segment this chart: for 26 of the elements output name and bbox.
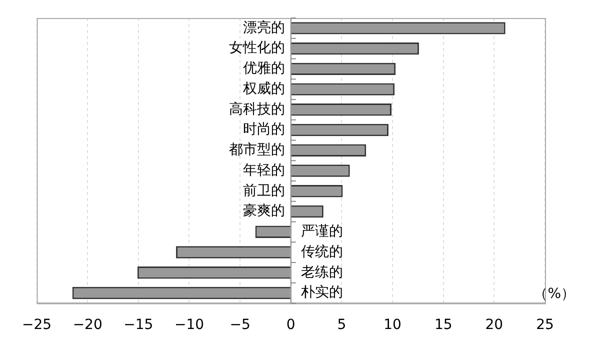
y-tick-label: 严谨的: [300, 224, 343, 240]
x-tick-label: 15: [434, 317, 452, 334]
y-tick-label: 漂亮的: [242, 20, 285, 36]
x-tick-label: −15: [124, 317, 154, 334]
y-tick-label: 传统的: [300, 244, 343, 260]
x-tick-label: −10: [174, 317, 204, 334]
y-tick-label: 都市型的: [228, 142, 285, 158]
x-tick-label: 5: [337, 317, 346, 334]
x-tick-label: −5: [230, 317, 250, 334]
x-tick-label: 10: [384, 317, 402, 334]
y-tick-label: 前卫的: [242, 182, 285, 199]
y-tick-label: 高科技的: [228, 101, 285, 118]
y-tick-label: 豪爽的: [242, 203, 285, 220]
x-tick-label: −20: [72, 317, 102, 334]
y-tick-label: 老练的: [300, 264, 343, 280]
y-tick-label: 时尚的: [242, 122, 285, 138]
x-axis-title: （%）: [534, 286, 575, 302]
y-tick-label: 朴实的: [300, 284, 343, 301]
y-tick-label: 权威的: [242, 80, 285, 97]
x-tick-label: 20: [485, 317, 504, 334]
y-tick-label: 优雅的: [242, 60, 285, 77]
x-tick-label: −25: [22, 317, 52, 334]
y-tick-label: 女性化的: [228, 40, 285, 56]
x-tick-label: 25: [536, 317, 554, 334]
y-tick-label: 年轻的: [242, 162, 285, 178]
x-tick-label: 0: [286, 317, 296, 334]
